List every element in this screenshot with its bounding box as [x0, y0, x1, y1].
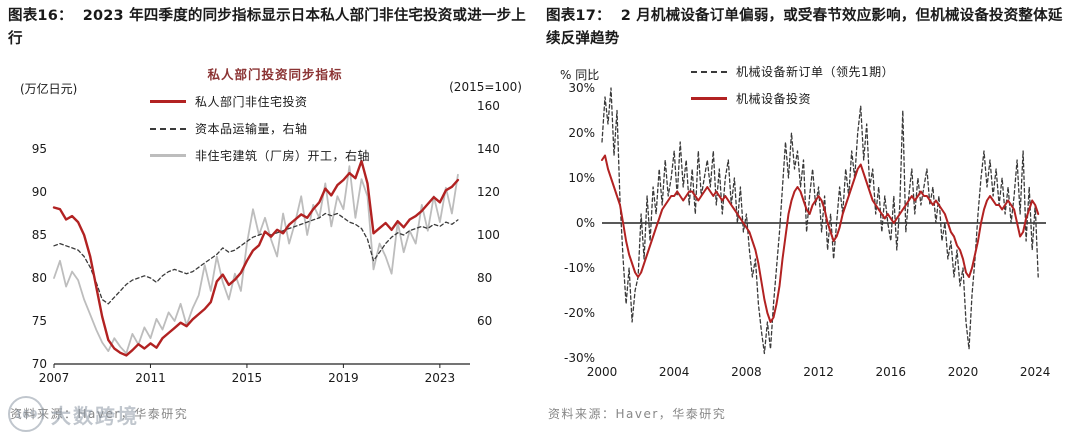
figure-17-title: 图表17： 2 月机械设备订单偏弱，或受春节效应影响，但机械设备投资整体延续反弹趋…: [546, 0, 1074, 51]
x-axis-tick-label: 2012: [803, 365, 834, 379]
y-axis-right-tick-label: 60: [477, 314, 492, 328]
dashed-line-swatch: [691, 70, 727, 73]
red-line-swatch: [691, 97, 727, 100]
x-axis-tick-label: 2019: [328, 371, 359, 385]
nonresidential-building-starts-line: [53, 165, 459, 355]
y-axis-left-tick-label: -30%: [564, 351, 595, 365]
y-axis-right-tick-label: 80: [477, 271, 492, 285]
legend-item-private-investment: 私人部门非住宅投资: [150, 88, 400, 115]
x-axis-tick-label: 2004: [659, 365, 690, 379]
machinery-chart-canvas: -30% -20% -10% 0% 10% 20% 30% 2000 2004 2008 2012 2…: [564, 81, 1051, 379]
y-axis-left-tick-label: 0%: [576, 216, 595, 230]
y-axis-right-tick-label: 120: [477, 185, 500, 199]
legend-item-building-starts: 非住宅建筑（厂房）开工，右轴: [150, 142, 400, 169]
legend-label: 资本品运输量，右轴: [195, 122, 308, 136]
figure-16-panel: 图表16： 2023 年四季度的同步指标显示日本私人部门非住宅投资或进一步上行 (…: [8, 0, 536, 434]
y-axis-left-tick-label: 85: [32, 228, 47, 242]
red-line-swatch: [150, 100, 186, 103]
y-axis-left-tick-label: 10%: [568, 171, 595, 185]
right-axis-unit-label: (2015=100): [449, 80, 522, 94]
x-axis-tick-label: 2016: [876, 365, 907, 379]
machinery-investment-line: [601, 154, 1040, 323]
x-axis-tick-label: 2015: [232, 371, 263, 385]
watermark: 169 大数跨境: [8, 396, 139, 432]
figure-17-label: 图表17：: [546, 8, 611, 24]
figure-16-heading: 2023 年四季度的同步指标显示日本私人部门非住宅投资或进一步上行: [8, 8, 526, 48]
y-axis-right-tick-label: 140: [477, 142, 500, 156]
watermark-text: 大数跨境: [51, 403, 139, 428]
legend-label: 私人部门非住宅投资: [195, 95, 308, 109]
y-axis-left-tick-label: 30%: [568, 81, 595, 95]
legend-right: 机械设备新订单（领先1期） 机械设备投资: [691, 58, 894, 112]
y-axis-left-tick-label: 95: [32, 142, 47, 156]
legend-item-machinery-investment: 机械设备投资: [691, 85, 894, 112]
y-axis-left-tick-label: -10%: [564, 261, 595, 275]
dashed-line-swatch: [150, 127, 186, 130]
figure-16-source: 资料来源：Haver，华泰研究: [10, 405, 188, 422]
y-axis-right-tick-label: 100: [477, 228, 500, 242]
legend-label: 机械设备新订单（领先1期）: [736, 65, 895, 79]
machinery-new-orders-line: [601, 87, 1039, 355]
gray-line-swatch: [150, 154, 186, 157]
source-text: 资料来源：Haver，华泰研究: [548, 407, 727, 421]
y-axis-left-tick-label: 20%: [568, 126, 595, 140]
figure-17-source: 资料来源：Haver，华泰研究: [548, 405, 726, 422]
legend-item-capital-goods: 资本品运输量，右轴: [150, 115, 400, 142]
x-axis-tick-label: 2011: [135, 371, 166, 385]
x-axis-tick-label: 2000: [587, 365, 618, 379]
figure-16-title: 图表16： 2023 年四季度的同步指标显示日本私人部门非住宅投资或进一步上行: [8, 0, 536, 51]
legend-label: 机械设备投资: [736, 92, 812, 106]
legend-item-machinery-orders: 机械设备新订单（领先1期）: [691, 58, 894, 85]
watermark-logo-icon: 169: [8, 396, 44, 432]
private-nonresidential-investment-line: [52, 159, 460, 357]
figure-17-heading: 2 月机械设备订单偏弱，或受春节效应影响，但机械设备投资整体延续反弹趋势: [546, 8, 1063, 48]
y-axis-left-tick-label: 75: [32, 314, 47, 328]
y-axis-left-tick-label: 70: [32, 357, 47, 371]
x-axis-tick-label: 2023: [425, 371, 456, 385]
x-axis-tick-label: 2024: [1020, 365, 1051, 379]
japan-capex-chart-area: (万亿日元) (2015=100) 私人部门投资同步指标 私人部门非住宅投资 资…: [8, 58, 536, 390]
x-axis-tick-label: 2008: [731, 365, 762, 379]
y-axis-left-tick-label: 80: [32, 271, 47, 285]
capital-goods-shipments-line: [53, 212, 459, 305]
y-axis-left-tick-label: -20%: [564, 306, 595, 320]
figure-16-label: 图表16：: [8, 8, 73, 24]
legend-title: 私人部门投资同步指标: [207, 67, 343, 82]
yoy-axis-unit-label: % 同比: [560, 68, 600, 82]
japan-capex-chart-canvas: 70 75 80 85 90 95 60 80 100 120 140 160 2007 2011 2015…: [32, 99, 500, 385]
y-axis-left-tick-label: 90: [32, 185, 47, 199]
x-axis-tick-label: 2007: [39, 371, 70, 385]
legend-left: 私人部门投资同步指标 私人部门非住宅投资 资本品运输量，右轴 非住宅建筑（厂房）…: [150, 64, 400, 169]
machinery-chart-area: % 同比 机械设备新订单（领先1期） 机械设备投资 -30% -20% -10% 0%…: [546, 58, 1074, 390]
x-axis-tick-label: 2020: [948, 365, 979, 379]
legend-label: 非住宅建筑（厂房）开工，右轴: [195, 149, 371, 163]
left-axis-unit-label: (万亿日元): [20, 82, 78, 96]
source-text: 资料来源：Haver，华泰研究: [10, 407, 189, 421]
y-axis-right-tick-label: 160: [477, 99, 500, 113]
figure-17-panel: 图表17： 2 月机械设备订单偏弱，或受春节效应影响，但机械设备投资整体延续反弹趋…: [546, 0, 1074, 434]
